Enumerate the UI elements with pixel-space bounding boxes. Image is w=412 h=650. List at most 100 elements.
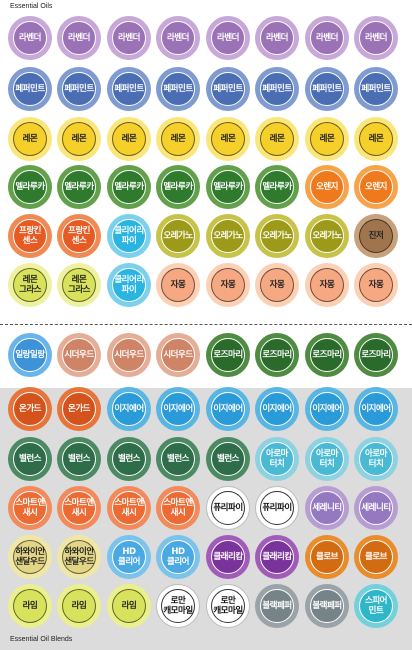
sticker-label: 클로브 xyxy=(316,552,338,562)
sticker-lemon: 레몬 xyxy=(255,117,299,161)
sticker-balance: 밸런스 xyxy=(8,437,52,481)
sticker-melaleuca: 멜라루카 xyxy=(206,165,250,209)
sticker-melaleuca: 멜라루카 xyxy=(255,165,299,209)
sticker-lavender: 라벤더 xyxy=(107,16,151,60)
sticker-peppermint: 페퍼민트 xyxy=(305,67,349,111)
sticker-label: 클래리캄 xyxy=(262,552,292,562)
sticker-inner-circle: 레몬 xyxy=(112,122,146,156)
sticker-roman-chamomile: 로만 캐모마일 xyxy=(156,584,200,628)
sticker-inner-circle: 진저 xyxy=(359,219,393,253)
sticker-inner-circle: 블랙페퍼 xyxy=(310,589,344,623)
sticker-inner-circle: 라임 xyxy=(112,589,146,623)
sticker-lavender: 라벤더 xyxy=(156,16,200,60)
sticker-label: 레몬 xyxy=(121,134,137,144)
sticker-peppermint: 페퍼민트 xyxy=(206,67,250,111)
sticker-inner-circle: 페퍼민트 xyxy=(161,72,195,106)
sticker-inner-circle: 레몬 xyxy=(310,122,344,156)
sticker-label: 스마트앤 새시 xyxy=(114,498,144,518)
sticker-inner-circle: 시더우드 xyxy=(62,338,96,372)
sticker-label: 클래리캄 xyxy=(213,552,243,562)
sticker-inner-circle: 하와이안 샌달우드 xyxy=(13,540,47,574)
sticker-inner-circle: 밸런스 xyxy=(13,442,47,476)
sticker-label: 밸런스 xyxy=(68,454,90,464)
sticker-cedarwood: 시더우드 xyxy=(156,333,200,377)
sticker-purify: 퓨리파이 xyxy=(206,486,250,530)
sticker-roman-chamomile: 로만 캐모마일 xyxy=(206,584,250,628)
sticker-inner-circle: 이지에어 xyxy=(260,392,294,426)
sticker-label: 라벤더 xyxy=(365,33,387,43)
sticker-inner-circle: 오렌지 xyxy=(310,170,344,204)
sticker-inner-circle: 로즈마리 xyxy=(310,338,344,372)
sticker-inner-circle: 밸런스 xyxy=(62,442,96,476)
sticker-label: 로만 캐모마일 xyxy=(163,596,193,616)
sticker-slim-sassy: 스마트앤 새시 xyxy=(57,486,101,530)
sticker-thyme: 자몽 xyxy=(354,263,398,307)
sticker-inner-circle: 페퍼민트 xyxy=(62,72,96,106)
sticker-inner-circle: 멜라루카 xyxy=(112,170,146,204)
sticker-label: 라벤더 xyxy=(19,33,41,43)
sticker-label: 퓨리파이 xyxy=(262,503,292,513)
sticker-inner-circle: 로즈마리 xyxy=(359,338,393,372)
sticker-label: 밸런스 xyxy=(19,454,41,464)
sticker-label: 멜라루카 xyxy=(15,182,45,192)
sticker-oregano: 오레가노 xyxy=(255,214,299,258)
sticker-inner-circle: 레몬 xyxy=(211,122,245,156)
sticker-easy-air: 이지에어 xyxy=(107,387,151,431)
sticker-lavender: 라벤더 xyxy=(57,16,101,60)
sticker-label: 하와이안 샌달우드 xyxy=(64,547,94,567)
sticker-label: 세레니티 xyxy=(312,503,342,513)
sticker-inner-circle: 레몬 xyxy=(161,122,195,156)
sticker-label: 레몬 그라스 xyxy=(68,275,90,295)
sticker-lavender: 라벤더 xyxy=(305,16,349,60)
sticker-label: 레몬 xyxy=(71,134,87,144)
sticker-inner-circle: 라벤더 xyxy=(310,21,344,55)
sticker-inner-circle: HD 클리어 xyxy=(112,540,146,574)
sticker-hawaiian-sandalwood: 하와이안 샌달우드 xyxy=(8,535,52,579)
sticker-label: 멜라루카 xyxy=(64,182,94,192)
sticker-inner-circle: 자몽 xyxy=(260,268,294,302)
sticker-label: 멜라루카 xyxy=(262,182,292,192)
sticker-lime: 라임 xyxy=(107,584,151,628)
sticker-easy-air: 이지에어 xyxy=(255,387,299,431)
sticker-label: 레몬 그라스 xyxy=(19,275,41,295)
sticker-lime: 라임 xyxy=(57,584,101,628)
sticker-label: 아로마 터치 xyxy=(316,449,338,469)
sticker-inner-circle: 라벤더 xyxy=(211,21,245,55)
sticker-inner-circle: 프랑킨 센스 xyxy=(13,219,47,253)
sticker-label: 클로브 xyxy=(365,552,387,562)
sticker-slim-sassy: 스마트앤 새시 xyxy=(156,486,200,530)
sticker-label: 페퍼민트 xyxy=(312,84,342,94)
sticker-label: 자몽 xyxy=(269,280,285,290)
sticker-inner-circle: 페퍼민트 xyxy=(13,72,47,106)
sticker-melaleuca: 멜라루카 xyxy=(156,165,200,209)
sticker-label: 레몬 xyxy=(269,134,285,144)
sticker-slim-sassy: 스마트앤 새시 xyxy=(8,486,52,530)
sticker-inner-circle: 라벤더 xyxy=(13,21,47,55)
sticker-label: 멜라루카 xyxy=(163,182,193,192)
sticker-inner-circle: 클리어리 파이 xyxy=(112,268,146,302)
sticker-inner-circle: 레몬 xyxy=(62,122,96,156)
sticker-frankincense: 프랑킨 센스 xyxy=(8,214,52,258)
sticker-label: 라벤더 xyxy=(266,33,288,43)
sticker-thyme: 자몽 xyxy=(206,263,250,307)
sticker-inner-circle: 클리어리 파이 xyxy=(112,219,146,253)
sticker-inner-circle: 오레가노 xyxy=(260,219,294,253)
sticker-label: 로즈마리 xyxy=(213,350,243,360)
sticker-inner-circle: 스마트앤 새시 xyxy=(161,491,195,525)
sticker-label: 온가드 xyxy=(19,404,41,414)
sticker-label: 로즈마리 xyxy=(312,350,342,360)
sticker-label: 이지에어 xyxy=(361,404,391,414)
sticker-label: 레몬 xyxy=(319,134,335,144)
sticker-label: 이지에어 xyxy=(163,404,193,414)
sticker-label: 밸런스 xyxy=(217,454,239,464)
sticker-inner-circle: 블랙페퍼 xyxy=(260,589,294,623)
sticker-label: 페퍼민트 xyxy=(15,84,45,94)
sticker-label: 오레가노 xyxy=(213,231,243,241)
sticker-easy-air: 이지에어 xyxy=(305,387,349,431)
sticker-lemongrass: 레몬 그라스 xyxy=(8,263,52,307)
sticker-label: 진저 xyxy=(368,231,384,241)
sticker-inner-circle: 레몬 그라스 xyxy=(13,268,47,302)
sticker-inner-circle: 일랑일랑 xyxy=(13,338,47,372)
sticker-label: 일랑일랑 xyxy=(15,350,45,360)
sticker-inner-circle: 이지에어 xyxy=(161,392,195,426)
